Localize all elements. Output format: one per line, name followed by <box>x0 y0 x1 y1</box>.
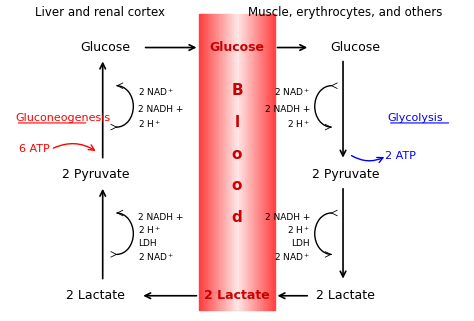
Bar <box>214 14 216 310</box>
Bar <box>218 14 219 310</box>
Bar <box>267 14 269 310</box>
Bar <box>260 14 261 310</box>
Bar <box>209 14 210 310</box>
Text: o: o <box>232 178 242 194</box>
Bar <box>263 14 264 310</box>
Text: 2 NAD$^+$: 2 NAD$^+$ <box>273 86 310 98</box>
Text: Glucose: Glucose <box>210 41 264 54</box>
Text: 2 H$^+$: 2 H$^+$ <box>287 118 310 130</box>
Text: Glucose: Glucose <box>330 41 380 54</box>
Text: Muscle, erythrocytes, and others: Muscle, erythrocytes, and others <box>248 6 443 19</box>
Bar <box>272 14 273 310</box>
Bar <box>255 14 256 310</box>
Bar <box>252 14 254 310</box>
Text: 2 Lactate: 2 Lactate <box>316 289 375 302</box>
Bar <box>256 14 258 310</box>
Text: 2 Lactate: 2 Lactate <box>66 289 125 302</box>
Text: 2 NAD$^+$: 2 NAD$^+$ <box>138 252 174 264</box>
Text: Glucose: Glucose <box>80 41 130 54</box>
Bar <box>237 14 238 310</box>
Text: 2 NADH +: 2 NADH + <box>138 213 183 222</box>
Text: Gluconeogenesis: Gluconeogenesis <box>16 113 110 123</box>
Bar <box>229 14 231 310</box>
Text: d: d <box>232 210 242 225</box>
Bar <box>234 14 236 310</box>
Bar <box>269 14 270 310</box>
Text: 2 NAD$^+$: 2 NAD$^+$ <box>138 86 174 98</box>
Text: 2 H$^+$: 2 H$^+$ <box>138 118 161 130</box>
Text: 2 NADH +: 2 NADH + <box>264 105 310 114</box>
Bar <box>204 14 205 310</box>
Bar <box>243 14 245 310</box>
Bar <box>227 14 228 310</box>
Bar <box>242 14 243 310</box>
Bar <box>238 14 240 310</box>
Bar <box>219 14 220 310</box>
Text: 6 ATP: 6 ATP <box>19 144 50 154</box>
Bar <box>199 14 201 310</box>
Bar <box>273 14 275 310</box>
Bar <box>246 14 247 310</box>
Bar <box>254 14 255 310</box>
Bar <box>223 14 225 310</box>
Bar <box>207 14 209 310</box>
Text: 2 H$^+$: 2 H$^+$ <box>138 225 161 236</box>
Bar <box>228 14 229 310</box>
Bar <box>240 14 242 310</box>
Text: LDH: LDH <box>292 239 310 248</box>
Text: B: B <box>231 83 243 98</box>
Bar <box>205 14 207 310</box>
Bar <box>264 14 265 310</box>
Text: 2 ATP: 2 ATP <box>385 151 416 161</box>
Bar <box>211 14 213 310</box>
Text: 2 Lactate: 2 Lactate <box>204 289 270 302</box>
Bar <box>261 14 263 310</box>
Bar <box>222 14 223 310</box>
Bar <box>202 14 204 310</box>
Text: Liver and renal cortex: Liver and renal cortex <box>36 6 165 19</box>
Bar <box>232 14 234 310</box>
Bar <box>258 14 260 310</box>
Bar <box>225 14 227 310</box>
Bar <box>213 14 214 310</box>
Text: 2 NADH +: 2 NADH + <box>264 213 310 222</box>
Bar <box>245 14 246 310</box>
Bar <box>265 14 267 310</box>
Bar <box>216 14 218 310</box>
Text: Glycolysis: Glycolysis <box>388 113 443 123</box>
Bar <box>247 14 249 310</box>
Text: 2 Pyruvate: 2 Pyruvate <box>62 168 129 181</box>
Text: LDH: LDH <box>138 239 157 248</box>
Bar <box>270 14 272 310</box>
Bar <box>220 14 222 310</box>
Bar <box>249 14 251 310</box>
Bar <box>231 14 232 310</box>
Text: 2 Pyruvate: 2 Pyruvate <box>311 168 379 181</box>
Text: 2 NAD$^+$: 2 NAD$^+$ <box>273 252 310 264</box>
Bar <box>201 14 202 310</box>
Text: 2 NADH +: 2 NADH + <box>138 105 183 114</box>
Bar <box>210 14 211 310</box>
Text: 2 H$^+$: 2 H$^+$ <box>287 225 310 236</box>
Text: o: o <box>232 147 242 162</box>
Bar <box>236 14 237 310</box>
Bar <box>251 14 252 310</box>
Text: l: l <box>235 115 239 130</box>
